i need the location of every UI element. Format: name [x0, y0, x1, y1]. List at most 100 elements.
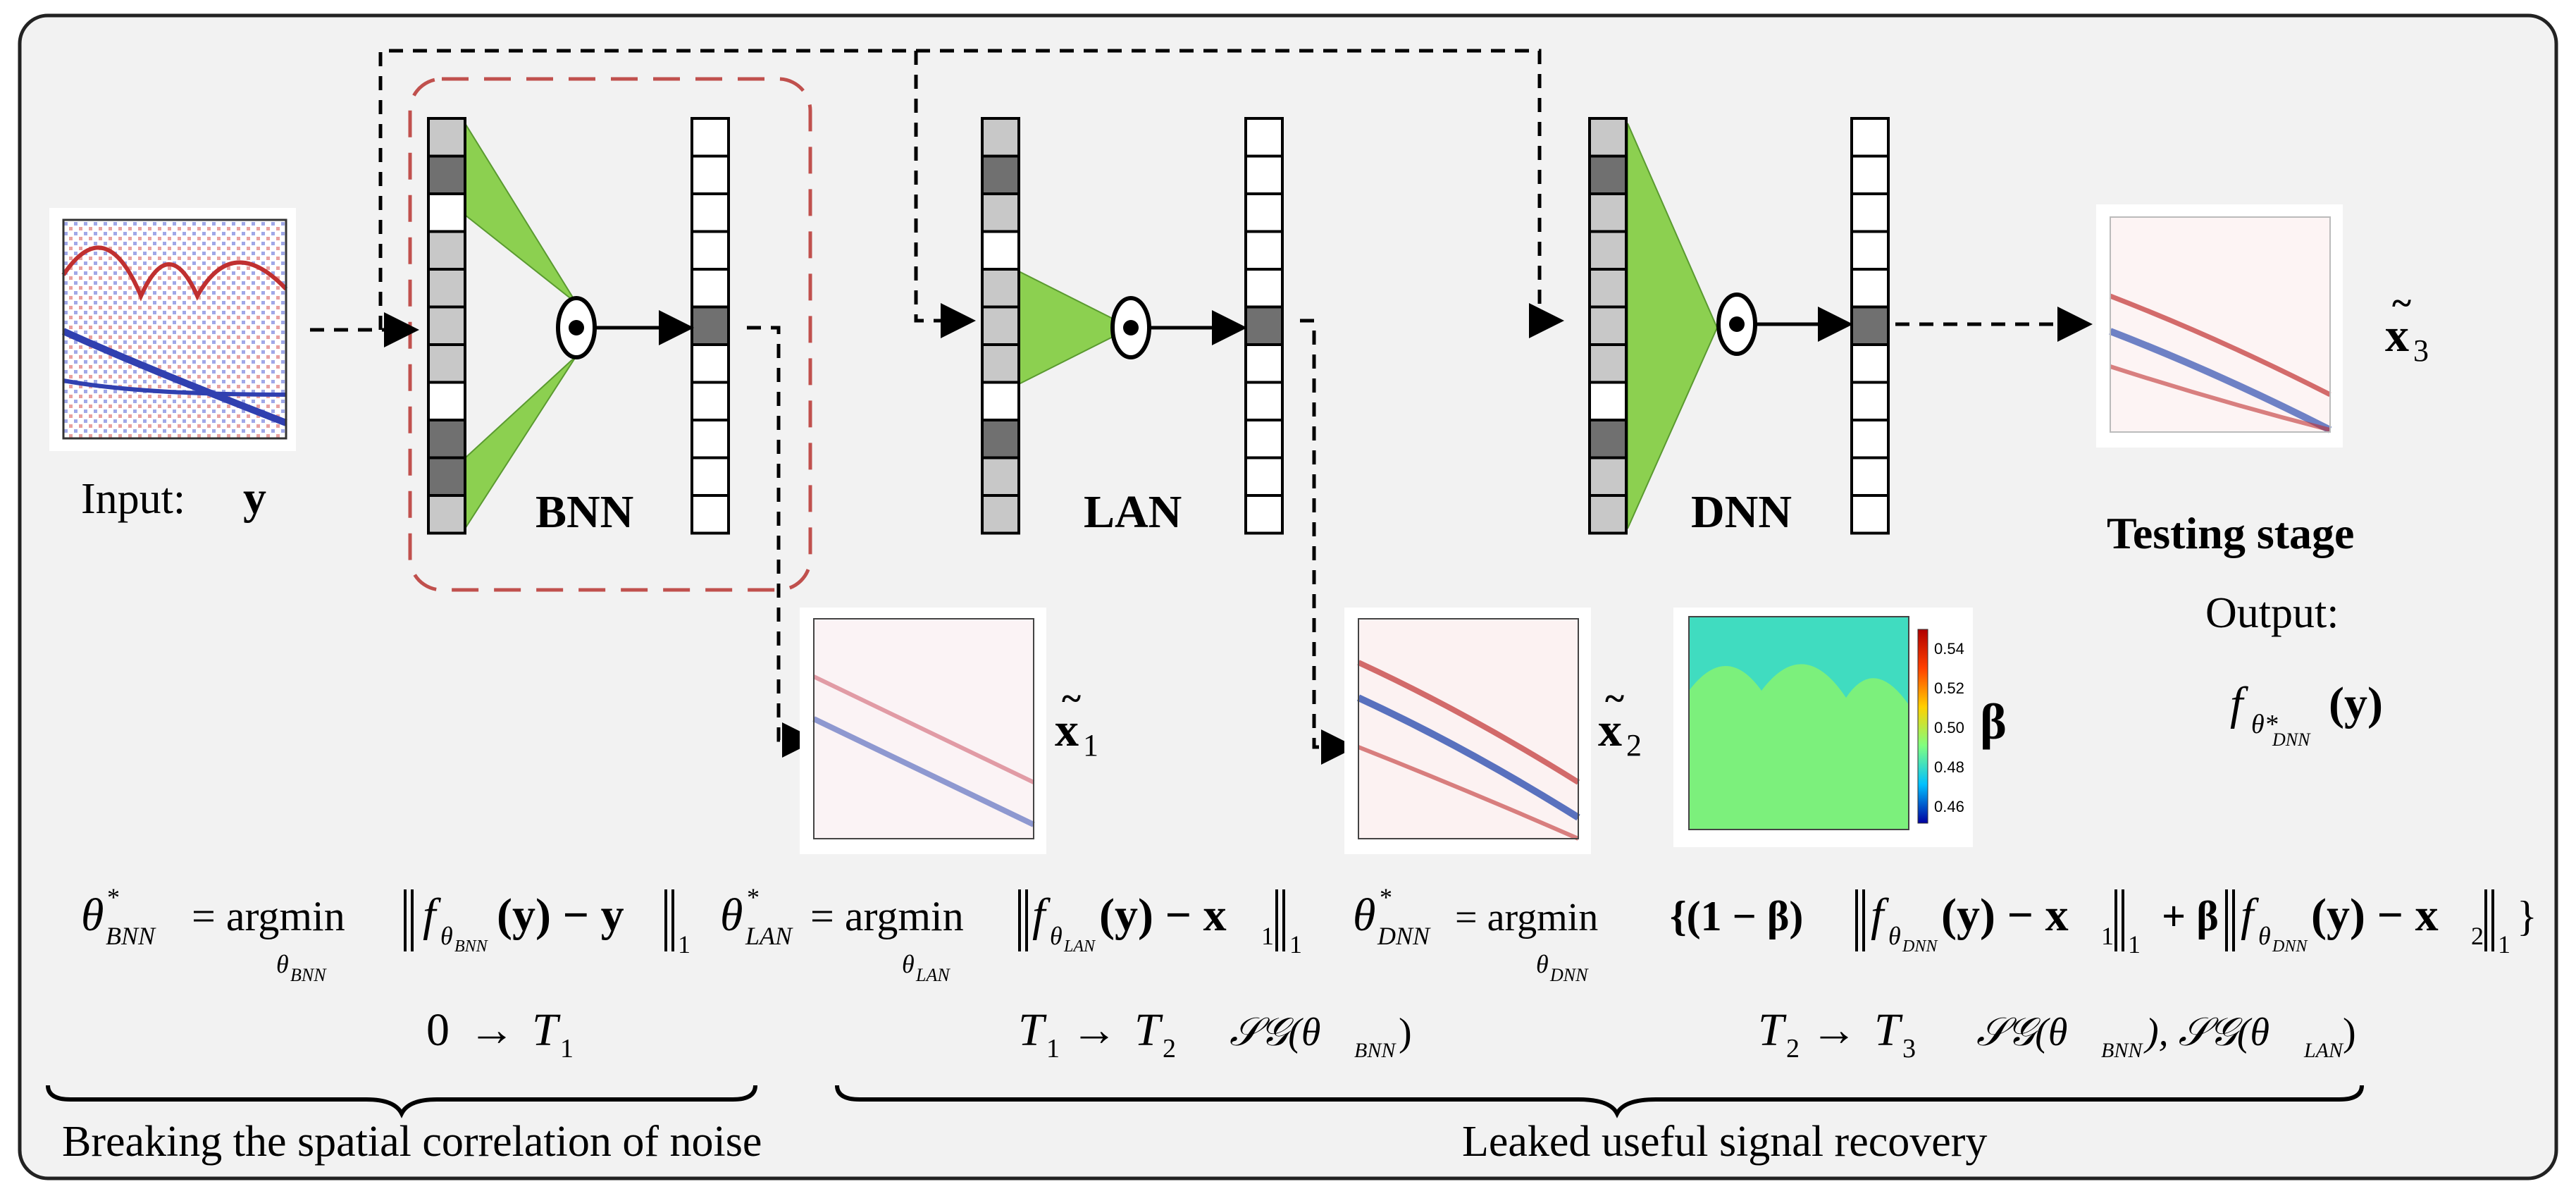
colorbar-tick-label: 0.48: [1934, 758, 1964, 776]
feature-cell: [1588, 456, 1628, 497]
svg-text:DNN: DNN: [1377, 922, 1431, 950]
image-x1: [800, 608, 1046, 854]
feature-cell: [427, 381, 466, 421]
colorbar-tick-label: 0.50: [1934, 719, 1964, 736]
svg-text:LAN: LAN: [2303, 1039, 2344, 1062]
lan-output-column: [1244, 117, 1284, 535]
svg-text:1: 1: [678, 930, 691, 958]
bnn-label: BNN: [535, 486, 633, 538]
feature-cell: [1244, 456, 1284, 497]
svg-text:~: ~: [1605, 679, 1624, 719]
feature-cell: [691, 381, 730, 421]
svg-text:}: }: [2517, 893, 2537, 939]
x1-symbol: x ~ 1: [1055, 679, 1098, 763]
x2-symbol: x ~ 2: [1598, 679, 1642, 763]
feature-cell: [1244, 305, 1284, 346]
svg-text:θ*: θ*: [2251, 710, 2278, 739]
svg-text:→: →: [469, 1004, 515, 1056]
input-symbol: y: [243, 472, 266, 524]
svg-text:): ): [1399, 1011, 1412, 1054]
feature-cell: [691, 154, 730, 195]
stage-t2-t3: T 2 → T 3 𝒮𝒢(θ BNN ), 𝒮𝒢(θ LAN ): [1758, 1004, 2356, 1064]
svg-text:1: 1: [560, 1034, 574, 1064]
bnn-output-column: [691, 117, 730, 535]
svg-text:3: 3: [2413, 333, 2429, 368]
svg-text:(y): (y): [2329, 678, 2383, 729]
svg-text:1: 1: [1261, 922, 1274, 950]
stage-0-t1: 0 → T 1: [426, 1004, 574, 1064]
feature-cell: [427, 419, 466, 460]
feature-cell: [981, 154, 1020, 195]
svg-text:T: T: [1758, 1004, 1787, 1056]
output-formula: f θ* DNN (y): [2230, 678, 2383, 750]
feature-cell: [1850, 192, 1890, 233]
svg-text:θ: θ: [1050, 922, 1063, 950]
feature-cell: [1850, 305, 1890, 346]
svg-text:): ): [2343, 1011, 2356, 1054]
svg-text:θ: θ: [2258, 922, 2271, 950]
feature-cell: [981, 456, 1020, 497]
output-image-x3: [2096, 204, 2343, 448]
feature-cell: [1588, 343, 1628, 384]
eye-icon: [1110, 296, 1151, 359]
svg-text:T: T: [1134, 1004, 1163, 1056]
svg-text:DNN: DNN: [2272, 937, 2308, 956]
feature-cell: [691, 305, 730, 346]
feature-cell: [1588, 268, 1628, 309]
svg-text:θ: θ: [1888, 922, 1901, 950]
feature-cell: [1850, 419, 1890, 460]
equation-dnn: θ * DNN = argmin θ DNN {(1 − β) f θ DNN …: [1353, 883, 2537, 985]
feature-cell: [427, 343, 466, 384]
feature-cell: [981, 343, 1020, 384]
feature-cell: [1244, 230, 1284, 271]
svg-text:= argmin: = argmin: [810, 893, 964, 939]
feature-cell: [1244, 154, 1284, 195]
svg-text:θ: θ: [440, 922, 453, 950]
svg-text:θ: θ: [81, 889, 104, 941]
svg-text:2: 2: [1786, 1034, 1800, 1064]
feature-cell: [691, 192, 730, 233]
feature-cell: [427, 305, 466, 346]
feature-cell: [981, 117, 1020, 158]
lan-input-column: [981, 117, 1020, 535]
feature-cell: [1850, 381, 1890, 421]
feature-cell: [691, 343, 730, 384]
feature-cell: [427, 268, 466, 309]
feature-cell: [981, 192, 1020, 233]
colorbar-ticks: 0.54 0.52 0.50 0.48 0.46: [1934, 640, 1964, 815]
feature-cell: [427, 154, 466, 195]
svg-text:→: →: [1071, 1004, 1117, 1056]
stage-t1-t2: T 1 → T 2 𝒮𝒢(θ BNN ): [1018, 1004, 1412, 1064]
eye-icon: [556, 296, 597, 359]
svg-text:{(1 − β): {(1 − β): [1670, 893, 1803, 939]
svg-text:(y) − x: (y) − x: [1099, 889, 1227, 941]
x3-symbol: x ~ 3: [2385, 283, 2429, 368]
feature-cell: [1850, 117, 1890, 158]
svg-text:BNN: BNN: [454, 937, 489, 956]
skip-connection-top-lan: [914, 51, 976, 338]
feature-cell: [1850, 154, 1890, 195]
svg-text:θ: θ: [1353, 889, 1375, 941]
svg-text:x: x: [1598, 703, 1622, 756]
colorbar-tick-label: 0.52: [1934, 679, 1964, 697]
svg-text:(y) − y: (y) − y: [497, 889, 624, 941]
testing-stage-title: Testing stage: [2107, 508, 2354, 558]
feature-cell: [1244, 268, 1284, 309]
svg-text:~: ~: [2392, 283, 2411, 323]
beta-colorbar: [1917, 629, 1928, 824]
feature-cell: [1850, 343, 1890, 384]
svg-text:BNN: BNN: [106, 922, 156, 950]
svg-text:2: 2: [1626, 728, 1642, 763]
feature-cell: [691, 456, 730, 497]
feature-cell: [691, 419, 730, 460]
feature-cell: [1588, 154, 1628, 195]
output-label: Output:: [2205, 589, 2339, 637]
svg-text:1: 1: [2101, 922, 2114, 950]
svg-text:LAN: LAN: [915, 965, 950, 985]
feature-cell: [1588, 419, 1628, 460]
svg-text:θ: θ: [720, 889, 743, 941]
svg-text:𝒮𝒢(θ: 𝒮𝒢(θ: [1230, 1011, 1320, 1054]
feature-cell: [1244, 381, 1284, 421]
svg-text:T: T: [1874, 1004, 1903, 1056]
